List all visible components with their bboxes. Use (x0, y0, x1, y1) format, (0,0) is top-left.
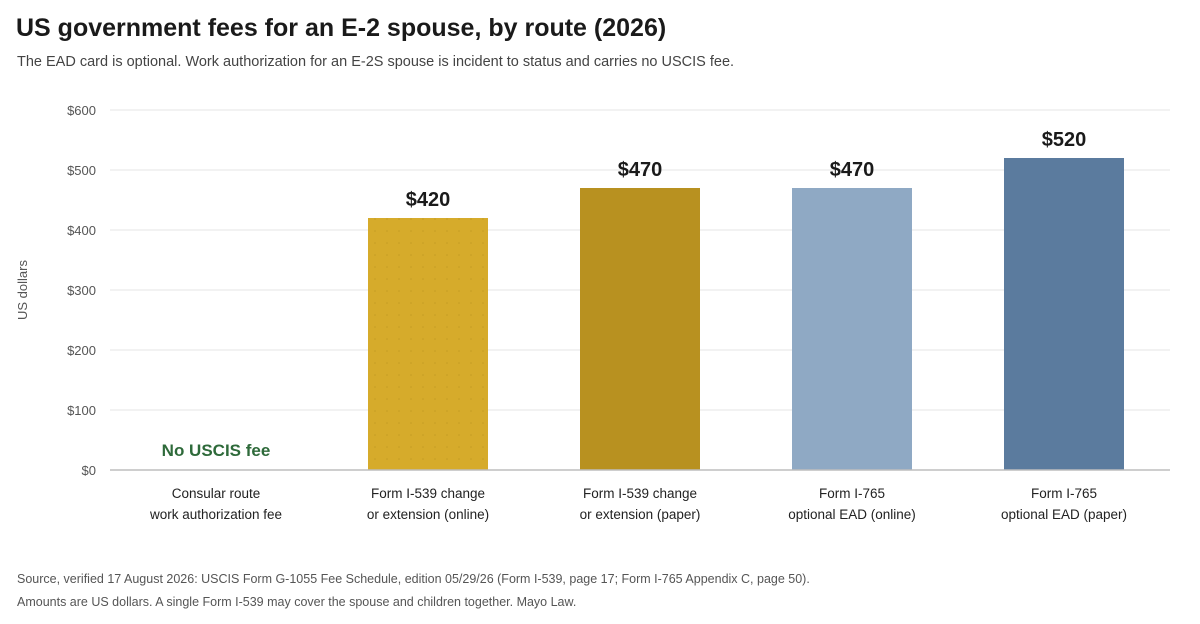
category-label: Form I-539 change (583, 486, 697, 501)
bar (792, 188, 912, 470)
bar-chart: $0 $100 $200 $300 $400 $500 $600 US dollars No … (15, 103, 1170, 522)
chart-title: US government fees for an E-2 spouse, by… (16, 14, 667, 42)
y-tick-label: $500 (67, 163, 96, 178)
value-label: $420 (406, 189, 451, 211)
y-axis: $0 $100 $200 $300 $400 $500 $600 US dollars (15, 103, 96, 478)
category-label: Consular route (172, 486, 261, 501)
value-label: $470 (618, 159, 663, 181)
category-label: or extension (online) (367, 507, 489, 522)
y-tick-label: $200 (67, 343, 96, 358)
value-label: $470 (830, 159, 875, 181)
category-label: Form I-765 (1031, 486, 1097, 501)
bar (1004, 158, 1124, 470)
category-label: Form I-539 change (371, 486, 485, 501)
zero-fee-label: No USCIS fee (162, 441, 271, 460)
category-label: or extension (paper) (580, 507, 701, 522)
category-label: work authorization fee (149, 507, 282, 522)
footnote: Amounts are US dollars. A single Form I-… (17, 595, 577, 609)
y-tick-label: $0 (82, 463, 96, 478)
value-label: $520 (1042, 129, 1087, 151)
x-axis: Consular route work authorization fee Form… (110, 469, 1170, 522)
y-tick-label: $300 (67, 283, 96, 298)
bars: No USCIS fee $420 $470 $470 $520 (162, 129, 1124, 470)
y-tick-label: $400 (67, 223, 96, 238)
y-tick-label: $600 (67, 103, 96, 118)
bar-texture (368, 218, 488, 470)
bar (580, 188, 700, 470)
category-label: optional EAD (paper) (1001, 507, 1127, 522)
chart-subtitle: The EAD card is optional. Work authoriza… (17, 54, 735, 70)
source-note: Source, verified 17 August 2026: USCIS F… (17, 572, 810, 586)
y-tick-label: $100 (67, 403, 96, 418)
category-label: Form I-765 (819, 486, 885, 501)
y-axis-label: US dollars (15, 260, 30, 320)
category-label: optional EAD (online) (788, 507, 916, 522)
